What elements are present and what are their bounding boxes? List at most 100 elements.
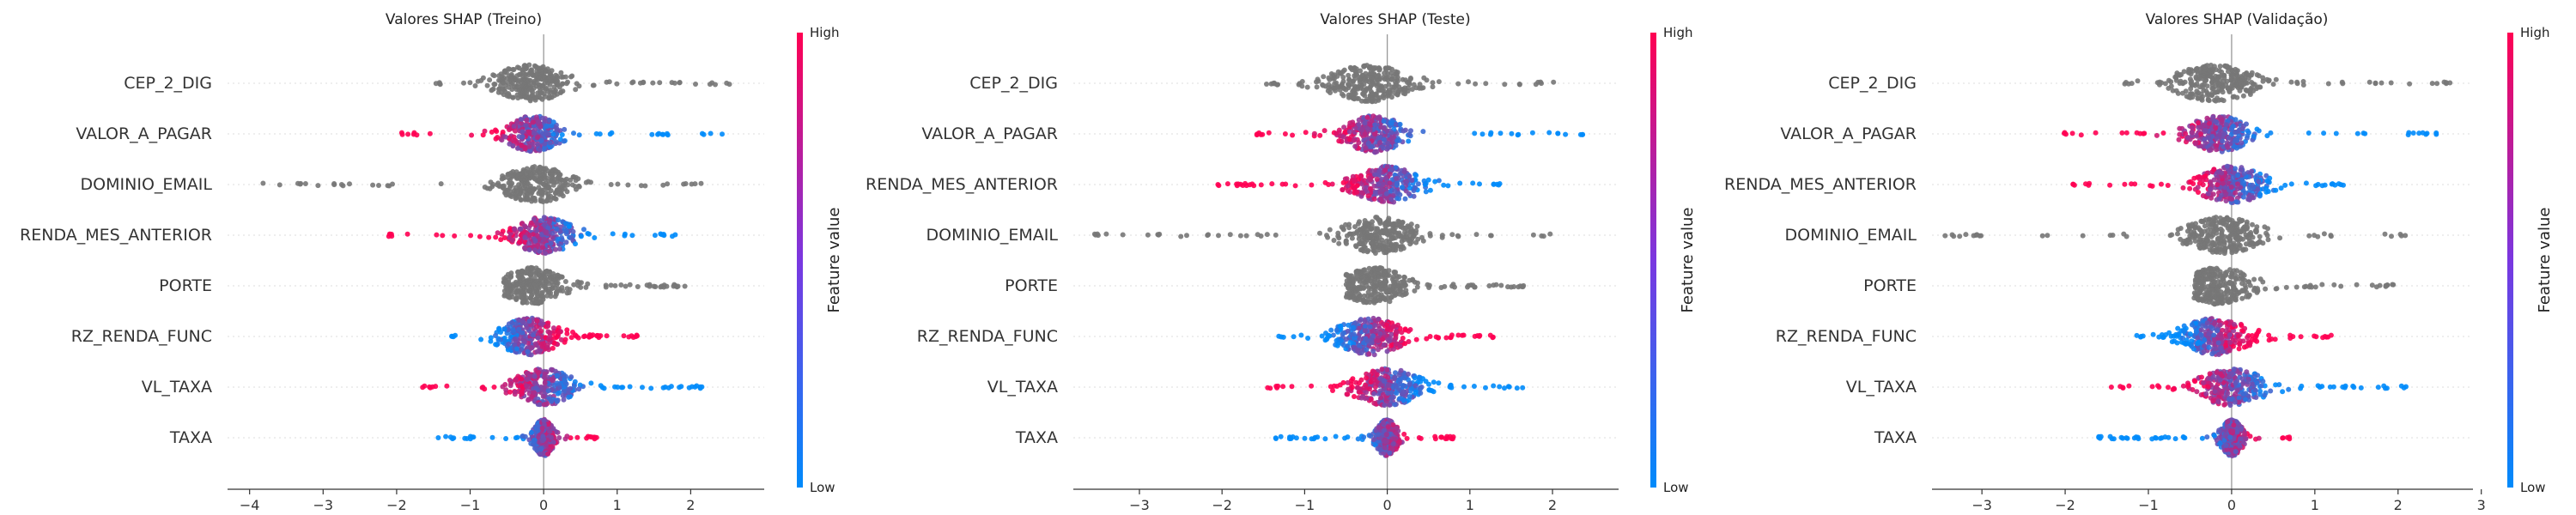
- shap-point: [427, 130, 433, 136]
- shap-point: [1399, 185, 1405, 191]
- shap-point: [1397, 121, 1403, 127]
- feature-label: RZ_RENDA_FUNC: [1776, 327, 1917, 346]
- shap-point: [1406, 371, 1411, 377]
- colorbar: [1650, 33, 1656, 488]
- shap-point: [533, 296, 539, 301]
- shap-point: [648, 385, 654, 391]
- shap-point: [495, 230, 501, 236]
- shap-point: [1369, 75, 1375, 81]
- shap-point: [563, 373, 568, 379]
- shap-point: [1383, 75, 1389, 81]
- shap-point: [549, 398, 555, 404]
- shap-point: [513, 141, 519, 146]
- shap-point: [1358, 232, 1364, 238]
- feature-label: TAXA: [1015, 428, 1058, 447]
- shap-point: [1400, 397, 1406, 403]
- shap-point: [530, 119, 536, 125]
- shap-point: [1356, 84, 1361, 90]
- shap-point: [438, 181, 444, 187]
- shap-point: [560, 74, 566, 80]
- shap-point: [498, 237, 504, 243]
- shap-point: [1376, 181, 1382, 187]
- shap-point: [1338, 323, 1344, 329]
- shap-point: [1362, 131, 1368, 137]
- shap-point: [531, 186, 537, 191]
- shap-point: [1385, 65, 1391, 71]
- shap-point: [651, 283, 657, 289]
- shap-point: [524, 91, 530, 97]
- shap-point: [585, 281, 591, 287]
- shap-point: [525, 345, 531, 351]
- shap-point: [621, 333, 627, 339]
- shap-point: [612, 384, 617, 390]
- shap-point: [625, 182, 631, 188]
- shap-point: [520, 283, 526, 289]
- shap-point: [547, 428, 553, 434]
- feature-swarm: [2122, 63, 2453, 104]
- shap-point: [1361, 64, 1367, 69]
- shap-point: [523, 174, 529, 180]
- shap-point: [1487, 131, 1493, 137]
- shap-point: [1371, 391, 1377, 397]
- shap-point: [1289, 384, 1295, 390]
- shap-point: [433, 81, 439, 87]
- shap-point: [537, 165, 543, 171]
- shap-point: [1333, 433, 1339, 439]
- shap-point: [1371, 369, 1377, 375]
- shap-point: [491, 73, 497, 79]
- shap-point: [521, 188, 527, 194]
- shap-point: [519, 181, 525, 187]
- shap-point: [1376, 282, 1382, 288]
- shap-point: [1509, 130, 1515, 136]
- shap-point: [513, 338, 519, 343]
- feature-label: DOMINIO_EMAIL: [927, 226, 1059, 245]
- shap-point: [618, 282, 624, 288]
- shap-point: [554, 334, 560, 340]
- shap-point: [518, 117, 524, 122]
- shap-point: [1346, 188, 1351, 194]
- shap-point: [614, 81, 620, 87]
- shap-point: [574, 434, 580, 440]
- shap-point: [535, 76, 541, 82]
- shap-point: [496, 73, 502, 79]
- shap-point: [576, 83, 582, 89]
- shap-point: [1388, 331, 1394, 337]
- shap-point: [546, 117, 552, 123]
- shap-point: [1291, 334, 1297, 340]
- shap-point: [576, 132, 582, 138]
- feature-label: RZ_RENDA_FUNC: [71, 327, 212, 346]
- shap-point: [1206, 232, 1212, 238]
- shap-point: [1436, 178, 1442, 184]
- feature-swarm: [501, 264, 688, 306]
- shap-point: [547, 82, 553, 88]
- shap-point: [565, 79, 570, 85]
- shap-point: [522, 433, 528, 439]
- shap-point: [1394, 181, 1400, 187]
- shap-point: [1394, 391, 1400, 396]
- shap-point: [1344, 240, 1349, 246]
- shap-point: [1349, 273, 1354, 279]
- shap-point: [554, 226, 560, 232]
- shap-point: [1412, 279, 1418, 285]
- shap-point: [1396, 439, 1402, 445]
- shap-point: [1414, 223, 1420, 229]
- shap-point: [1385, 70, 1391, 76]
- shap-point: [2434, 81, 2440, 87]
- shap-point: [555, 272, 561, 278]
- shap-point: [550, 444, 556, 450]
- shap-point: [482, 185, 488, 190]
- feature-swarm: [260, 164, 704, 204]
- feature-label: PORTE: [159, 276, 212, 295]
- shap-point: [538, 290, 544, 296]
- shap-point: [553, 246, 558, 252]
- shap-point: [1406, 191, 1412, 197]
- shap-point: [549, 434, 554, 440]
- shap-point: [1431, 379, 1437, 385]
- feature-swarm: [398, 113, 725, 154]
- shap-point: [1381, 125, 1387, 131]
- shap-point: [1091, 231, 1097, 237]
- shap-point: [682, 283, 688, 289]
- shap-point: [508, 194, 514, 199]
- shap-point: [557, 228, 563, 234]
- shap-point: [671, 80, 677, 86]
